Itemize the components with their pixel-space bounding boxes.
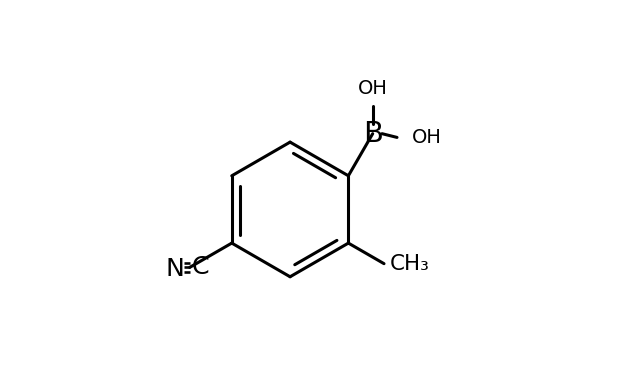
Text: N: N — [165, 257, 184, 281]
Text: OH: OH — [412, 128, 442, 147]
Text: C: C — [191, 255, 209, 279]
Text: OH: OH — [358, 79, 388, 98]
Text: CH₃: CH₃ — [390, 254, 429, 274]
Text: B: B — [363, 120, 383, 148]
